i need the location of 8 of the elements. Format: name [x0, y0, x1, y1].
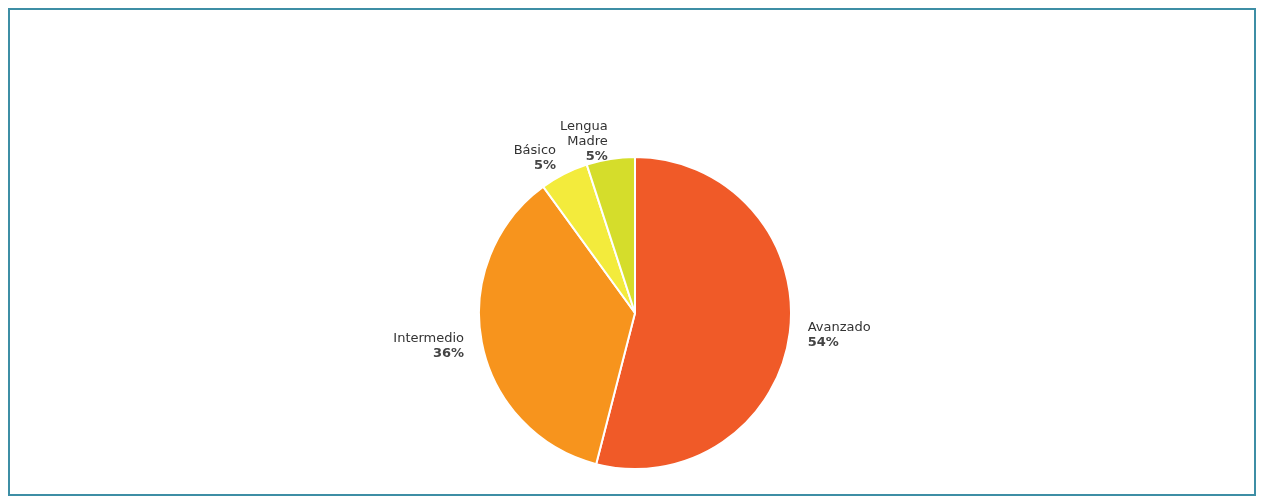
- data-label: 5%: [585, 148, 608, 164]
- data-label: 54%: [807, 334, 839, 350]
- data-label: 36%: [432, 345, 465, 361]
- slice-label: Intermedio: [393, 330, 465, 346]
- slice-label: Básico: [513, 142, 557, 158]
- data-label: 5%: [533, 157, 557, 173]
- slice-label: Lengua Madre: [560, 118, 608, 149]
- slice-label: Avanzado: [807, 319, 871, 335]
